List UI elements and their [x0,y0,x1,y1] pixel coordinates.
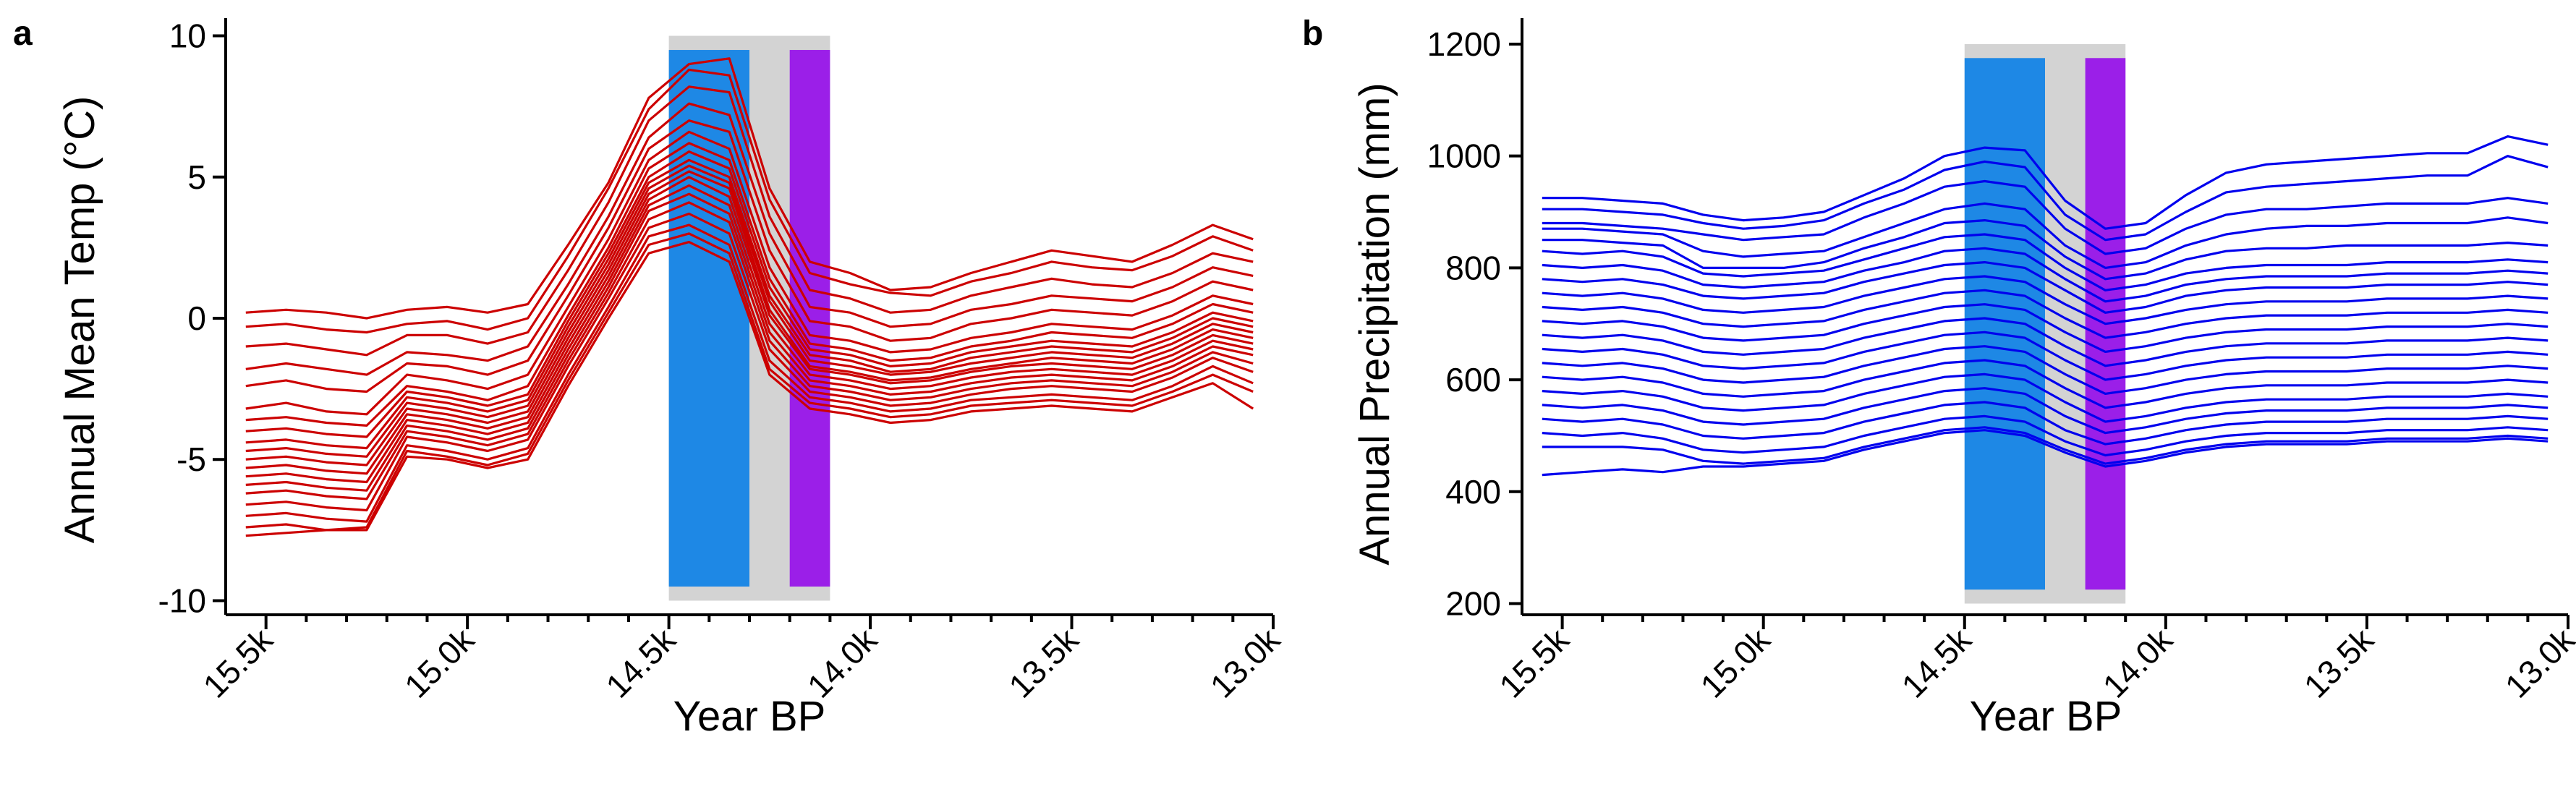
panel-b-y-tick-label: 200 [1445,585,1501,623]
panel-a-series-line-1 [245,57,1254,320]
panel-b-x-axis-title: Year BP [1970,693,2122,740]
panel-a-series-line-3 [245,85,1254,357]
panel-b-shading [1964,43,2126,604]
panel-a-y-tick-label: -5 [177,440,206,478]
panel-b-series-line-11 [1542,303,2549,353]
panel-b-series-line-15 [1542,359,2549,409]
panel-a-series-line-14 [245,192,1254,492]
panel-b-series-line-7 [1542,247,2549,303]
panel-b-series-line-8 [1542,261,2549,314]
panel-a-y-tick-label: 0 [187,299,206,337]
panel-b-series-line-19 [1542,414,2549,457]
panel-b-letter: b [1302,14,1323,53]
panel-b-series-line-13 [1542,331,2549,381]
panel-a-series-line-11 [245,170,1254,467]
panel-a-series-line-10 [245,164,1254,458]
panel-b-series-line-20 [1542,426,2549,465]
panel-b-series-line-3 [1542,179,2549,255]
panel-b-series-line-2 [1542,155,2549,242]
panel-b-series-line-12 [1542,317,2549,367]
panel-b-series-line-10 [1542,289,2549,339]
panel-b-series-line-6 [1542,233,2549,291]
panel-b-series-line-21 [1542,429,2549,477]
panel-b-series-line-17 [1542,387,2549,435]
panel-b-series-lines [1542,135,2549,477]
panel-a-series-lines [245,57,1254,537]
panel-a-y-axis-title: Annual Mean Temp (°C) [56,96,103,544]
panel-a-series-line-19 [245,241,1254,537]
panel-a-series-line-17 [245,223,1254,523]
panel-a-y-tick-label: 10 [169,17,206,55]
panel-b-series-line-14 [1542,345,2549,396]
panel-a-x-axis-title: Year BP [673,693,826,740]
panel-b-highlight-band-1 [1964,58,2045,590]
panel-a-series-line-8 [245,150,1254,438]
panel-b-series-line-4 [1542,202,2549,269]
panel-a-series-line-5 [245,119,1254,393]
panel-b-series-line-16 [1542,372,2549,423]
panel-a-series-line-4 [245,102,1254,376]
panel-a-series-line-6 [245,130,1254,416]
panel-a-series-line-15 [245,201,1254,501]
panel-a-highlight-band-1 [668,50,749,587]
panel-b-y-tick-label: 1200 [1427,25,1501,63]
panel-b-series-line-5 [1542,219,2549,281]
panel-b-series-line-18 [1542,401,2549,446]
panel-b-y-axis-title: Annual Precipitation (mm) [1351,82,1398,565]
panel-a-series-line-12 [245,176,1254,475]
panel-b-y-tick-label: 800 [1445,249,1501,286]
panel-b-series-line-1 [1542,135,2549,230]
panel-a-highlight-band-2 [789,50,830,587]
panel-a-series-line-9 [245,158,1254,450]
panel-a-series-line-13 [245,184,1254,484]
panel-b-y-tick-label: 600 [1445,361,1501,399]
panel-a-series-line-18 [245,232,1254,532]
panel-a-letter: a [13,14,33,53]
panel-a-series-line-7 [245,142,1254,427]
panel-b-y-tick-label: 400 [1445,473,1501,511]
panel-a-series-line-2 [245,68,1254,334]
panel-a-y-tick-label: -10 [158,582,206,619]
panel-b-y-tick-label: 1000 [1427,137,1501,175]
panel-b-series-line-9 [1542,275,2549,325]
panel-a-y-tick-label: 5 [187,158,206,196]
panel-a-series-line-16 [245,212,1254,512]
